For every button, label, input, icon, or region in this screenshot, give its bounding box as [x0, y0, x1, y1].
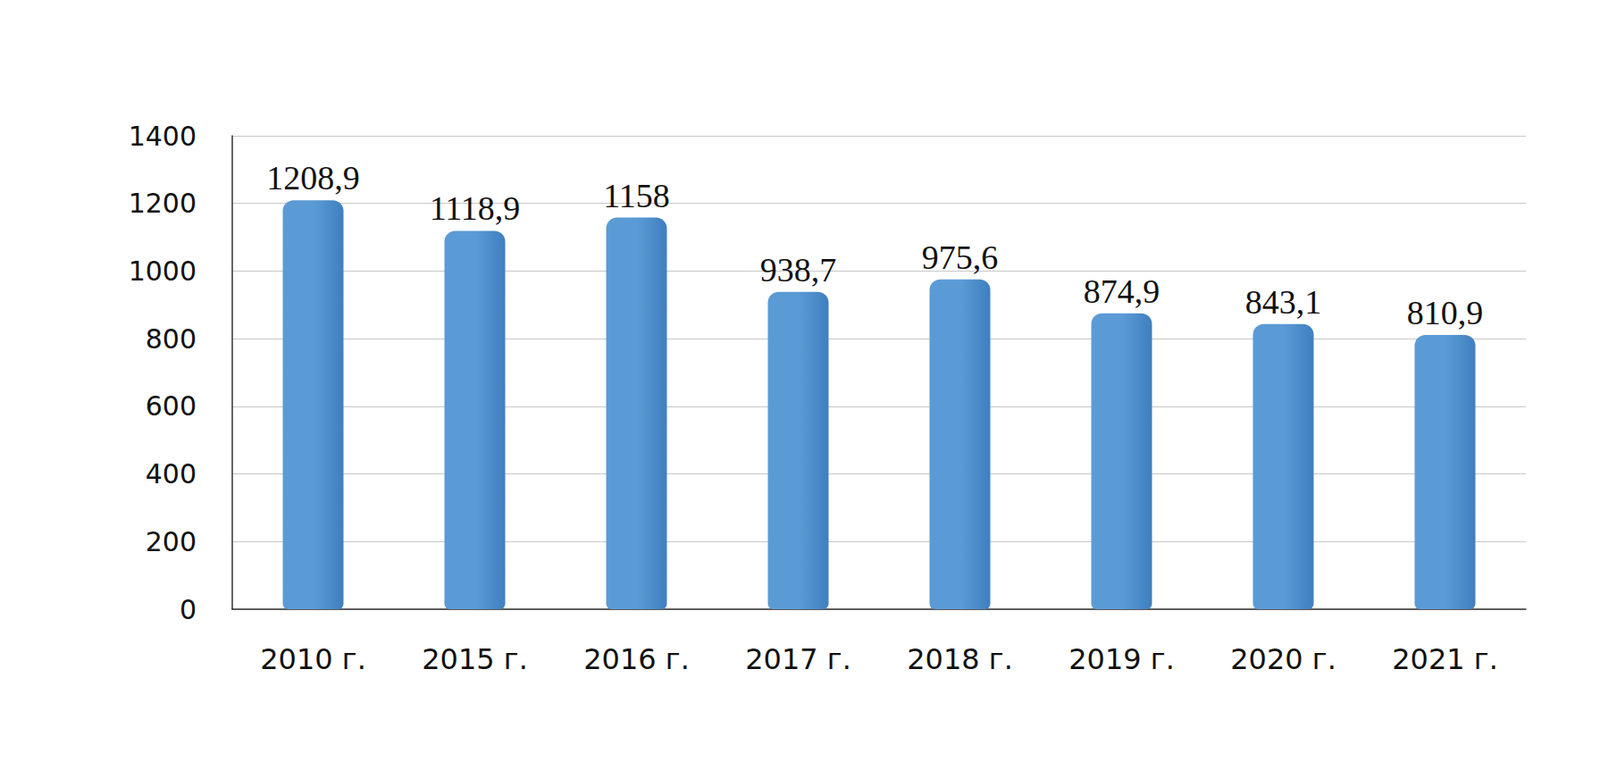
svg-text:938,7: 938,7: [760, 251, 838, 289]
svg-text:843,1: 843,1: [1245, 283, 1323, 321]
svg-text:810,9: 810,9: [1407, 293, 1484, 332]
svg-text:2010 г.: 2010 г.: [259, 642, 367, 677]
svg-text:975,6: 975,6: [921, 238, 999, 277]
svg-text:1158: 1158: [603, 176, 671, 215]
svg-text:200: 200: [145, 526, 197, 558]
svg-text:2016 г.: 2016 г.: [583, 642, 690, 677]
svg-text:400: 400: [145, 458, 197, 490]
svg-text:1118,9: 1118,9: [429, 189, 521, 227]
svg-text:874,9: 874,9: [1083, 272, 1161, 310]
svg-text:0: 0: [179, 594, 197, 626]
svg-text:1000: 1000: [128, 255, 197, 287]
svg-text:2018 г.: 2018 г.: [906, 642, 1014, 677]
svg-text:1400: 1400: [128, 120, 197, 152]
svg-text:2020 г.: 2020 г.: [1230, 642, 1337, 677]
svg-text:600: 600: [145, 390, 197, 422]
svg-text:2015 г.: 2015 г.: [421, 642, 528, 677]
svg-text:2017 г.: 2017 г.: [745, 642, 852, 677]
svg-text:1200: 1200: [128, 187, 197, 219]
svg-text:800: 800: [145, 323, 197, 355]
svg-text:2019 г.: 2019 г.: [1068, 642, 1175, 677]
svg-text:2021 г.: 2021 г.: [1391, 642, 1499, 677]
svg-text:1208,9: 1208,9: [266, 159, 361, 197]
